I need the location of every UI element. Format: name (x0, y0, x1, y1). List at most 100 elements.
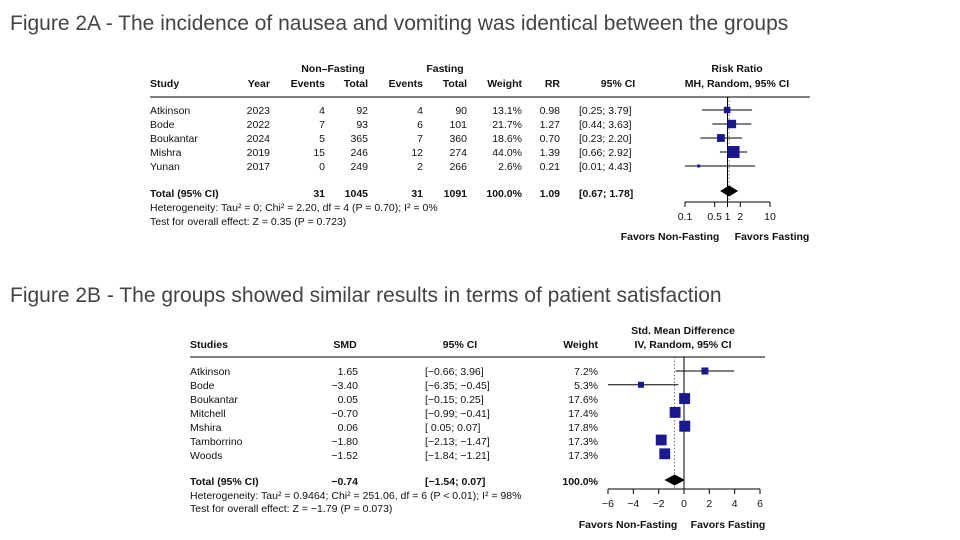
header-group-nonfasting: Non–Fasting (301, 63, 365, 75)
row-ci: [ 0.05; 0.07] (425, 422, 481, 434)
x-tick-label: −4 (627, 498, 639, 510)
row-rr: 1.27 (540, 119, 561, 131)
study-effect-box (637, 381, 644, 388)
header-effect-title: Std. Mean Difference (631, 325, 735, 337)
plot-a-header: Non–Fasting Fasting Risk Ratio Study Yea… (150, 63, 789, 90)
header-effect-method: IV, Random, 95% CI (634, 339, 731, 351)
row-ci: [0.01; 4.43] (579, 161, 632, 173)
header-rr: RR (545, 78, 561, 90)
plot-a-marks: 0.1 0.5 1 2 10 (678, 97, 776, 223)
row-events-1: 4 (319, 105, 325, 117)
row-events-1: 7 (319, 119, 325, 131)
study-effect-box (669, 406, 681, 418)
pooled-diamond (664, 474, 685, 486)
overall-effect-text: Test for overall effect: Z = −1.79 (P = … (190, 503, 392, 515)
table-row: Tamborrino −1.80 [−2.13; −1.47] 17.3% (190, 436, 598, 448)
header-study: Studies (190, 339, 228, 351)
row-ci: [0.44; 3.63] (579, 119, 632, 131)
row-ci: [−0.99; −0.41] (425, 408, 490, 420)
total-ci: [−1.54; 0.07] (425, 476, 485, 488)
row-events-2: 2 (417, 161, 423, 173)
row-ci: [−0.15; 0.25] (425, 394, 484, 406)
header-effect-method: MH, Random, 95% CI (685, 78, 790, 90)
row-study: Boukantar (150, 133, 198, 145)
row-weight: 5.3% (574, 380, 598, 392)
table-row: Boukantar 0.05 [−0.15; 0.25] 17.6% (190, 394, 598, 406)
row-study: Bode (150, 119, 175, 131)
row-total-1: 92 (356, 105, 368, 117)
header-weight: Weight (563, 339, 598, 351)
x-tick-label: 4 (732, 498, 738, 510)
row-total-2: 90 (455, 105, 467, 117)
header-year: Year (248, 78, 270, 90)
row-total-1: 93 (356, 119, 368, 131)
table-row: Bode −3.40 [−6.35; −0.45] 5.3% (190, 380, 598, 392)
row-weight: 17.8% (568, 422, 598, 434)
row-events-2: 6 (417, 119, 423, 131)
x-tick-label: −6 (602, 498, 614, 510)
row-weight: 7.2% (574, 366, 598, 378)
row-rr: 1.39 (540, 147, 561, 159)
total-total-2: 1091 (444, 188, 468, 200)
figure-2a-title: Figure 2A - The incidence of nausea and … (10, 12, 789, 35)
table-row: Atkinson 1.65 [−0.66; 3.96] 7.2% (190, 366, 598, 378)
heterogeneity-text: Heterogeneity: Tau² = 0.9464; Chi² = 251… (190, 490, 521, 502)
plot-b-header: Std. Mean Difference Studies SMD 95% CI … (190, 325, 735, 351)
header-effect-title: Risk Ratio (711, 63, 762, 75)
header-total-2: Total (443, 78, 467, 90)
favors-right-label: Favors Fasting (735, 231, 810, 243)
study-effect-box (723, 106, 731, 114)
row-events-1: 15 (313, 147, 325, 159)
row-smd: −3.40 (331, 380, 358, 392)
total-total-1: 1045 (345, 188, 369, 200)
row-rr: 0.98 (540, 105, 561, 117)
row-events-1: 0 (319, 161, 325, 173)
x-tick-label: 2 (706, 498, 712, 510)
header-events-2: Events (389, 78, 424, 90)
row-year: 2023 (247, 105, 271, 117)
total-weight: 100.0% (486, 188, 522, 200)
row-rr: 0.70 (540, 133, 561, 145)
row-total-1: 249 (350, 161, 368, 173)
x-tick-label: 0.5 (707, 211, 722, 223)
favors-left-label: Favors Non-Fasting (621, 231, 720, 243)
row-smd: −1.52 (331, 450, 358, 462)
row-ci: [0.25; 3.79] (579, 105, 632, 117)
row-smd: −0.70 (331, 408, 358, 420)
total-smd: −0.74 (331, 476, 358, 488)
header-events-1: Events (291, 78, 326, 90)
total-ci: [0.67; 1.78] (579, 188, 633, 200)
row-smd: 1.65 (338, 366, 359, 378)
plot-b-marks: −6 −4 −2 0 2 4 6 (602, 357, 763, 510)
row-study: Tamborrino (190, 436, 243, 448)
study-effect-box (717, 134, 725, 142)
table-row: Yunan 2017 0 249 2 266 2.6% 0.21 [0.01; … (150, 161, 632, 173)
row-study: Mishra (150, 147, 182, 159)
study-effect-box (727, 119, 737, 129)
favors-right-label: Favors Fasting (691, 519, 766, 531)
row-study: Bode (190, 380, 215, 392)
row-year: 2022 (247, 119, 271, 131)
row-ci: [−0.66; 3.96] (425, 366, 484, 378)
study-effect-box (697, 164, 701, 168)
row-weight: 17.6% (568, 394, 598, 406)
total-label: Total (95% CI) (150, 188, 219, 200)
plot-a-total-row: Total (95% CI) 31 1045 31 1091 100.0% 1.… (150, 188, 633, 200)
study-effect-box (727, 146, 740, 158)
row-weight: 2.6% (498, 161, 522, 173)
favors-left-label: Favors Non-Fasting (579, 519, 678, 531)
row-events-2: 4 (417, 105, 423, 117)
row-study: Boukantar (190, 394, 238, 406)
table-row: Woods −1.52 [−1.84; −1.21] 17.3% (190, 450, 598, 462)
table-row: Atkinson 2023 4 92 4 90 13.1% 0.98 [0.25… (150, 105, 632, 117)
x-tick-label: 0 (681, 498, 687, 510)
heterogeneity-text: Heterogeneity: Tau² = 0; Chi² = 2.20, df… (150, 202, 438, 214)
row-weight: 44.0% (492, 147, 522, 159)
row-smd: 0.05 (338, 394, 359, 406)
x-tick-label: 2 (737, 211, 743, 223)
header-study: Study (150, 78, 179, 90)
row-events-2: 12 (411, 147, 423, 159)
row-ci: [0.66; 2.92] (579, 147, 632, 159)
plot-b-rows: Atkinson 1.65 [−0.66; 3.96] 7.2% Bode −3… (190, 366, 598, 462)
forest-plot-a: Non–Fasting Fasting Risk Ratio Study Yea… (150, 63, 810, 243)
